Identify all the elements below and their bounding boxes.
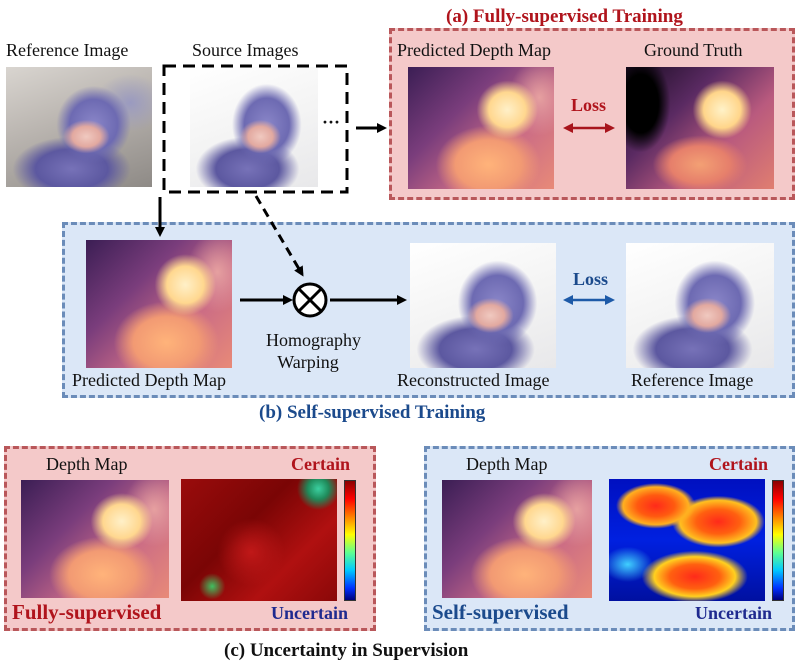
- reference-image: [6, 67, 152, 187]
- source-images-box: [162, 64, 349, 194]
- panel-c-left-colorbar: [344, 480, 356, 601]
- panel-c-left-mode-label: Fully-supervised: [12, 600, 162, 624]
- panel-c-right-colorbar: [772, 480, 784, 601]
- panel-c-left-depth-label: Depth Map: [46, 454, 128, 474]
- panel-a-predicted-label: Predicted Depth Map: [397, 40, 551, 60]
- source-images-label: Source Images: [192, 40, 299, 60]
- reference-image-label: Reference Image: [6, 40, 129, 60]
- arrow-source-to-warp: [254, 195, 304, 277]
- panel-c-right-uncertainty-map: [609, 479, 765, 601]
- panel-c-left-uncertain-label: Uncertain: [271, 603, 348, 623]
- source-image: [190, 67, 318, 187]
- panel-c-right-certain-label: Certain: [709, 454, 768, 474]
- panel-a-loss-label: Loss: [571, 95, 607, 115]
- panel-c-title: (c) Uncertainty in Supervision: [224, 640, 469, 661]
- panel-b-reference-image: [626, 243, 774, 368]
- panel-c-left-certain-label: Certain: [291, 454, 350, 474]
- panel-a-predicted-depth: [408, 67, 554, 189]
- panel-b-predicted-depth: [86, 240, 232, 368]
- panel-c-right-depth-map: [442, 480, 592, 598]
- panel-b-warp-label-2: Warping: [277, 352, 339, 372]
- panel-c-right-depth-label: Depth Map: [466, 454, 548, 474]
- panel-b-warp-label-1: Homography: [266, 330, 361, 350]
- panel-c-right-mode-label: Self-supervised: [432, 600, 569, 624]
- panel-b-title: (b) Self-supervised Training: [259, 402, 486, 423]
- panel-b-predicted-label: Predicted Depth Map: [72, 370, 226, 390]
- panel-b-reconstructed-label: Reconstructed Image: [397, 370, 550, 390]
- panel-a-title: (a) Fully-supervised Training: [446, 6, 683, 27]
- panel-c-left-uncertainty-map: [181, 479, 337, 601]
- panel-a-ground-truth: [626, 67, 774, 189]
- panel-b-reference-label: Reference Image: [631, 370, 754, 390]
- panel-c-right-uncertain-label: Uncertain: [695, 603, 772, 623]
- panel-a-gt-label: Ground Truth: [644, 40, 743, 60]
- otimes-icon: [292, 282, 328, 318]
- panel-b-loss-label: Loss: [573, 269, 609, 289]
- panel-c-left-depth-map: [21, 480, 169, 598]
- panel-b-reconstructed-image: [410, 243, 556, 368]
- ellipsis: ···: [322, 112, 341, 132]
